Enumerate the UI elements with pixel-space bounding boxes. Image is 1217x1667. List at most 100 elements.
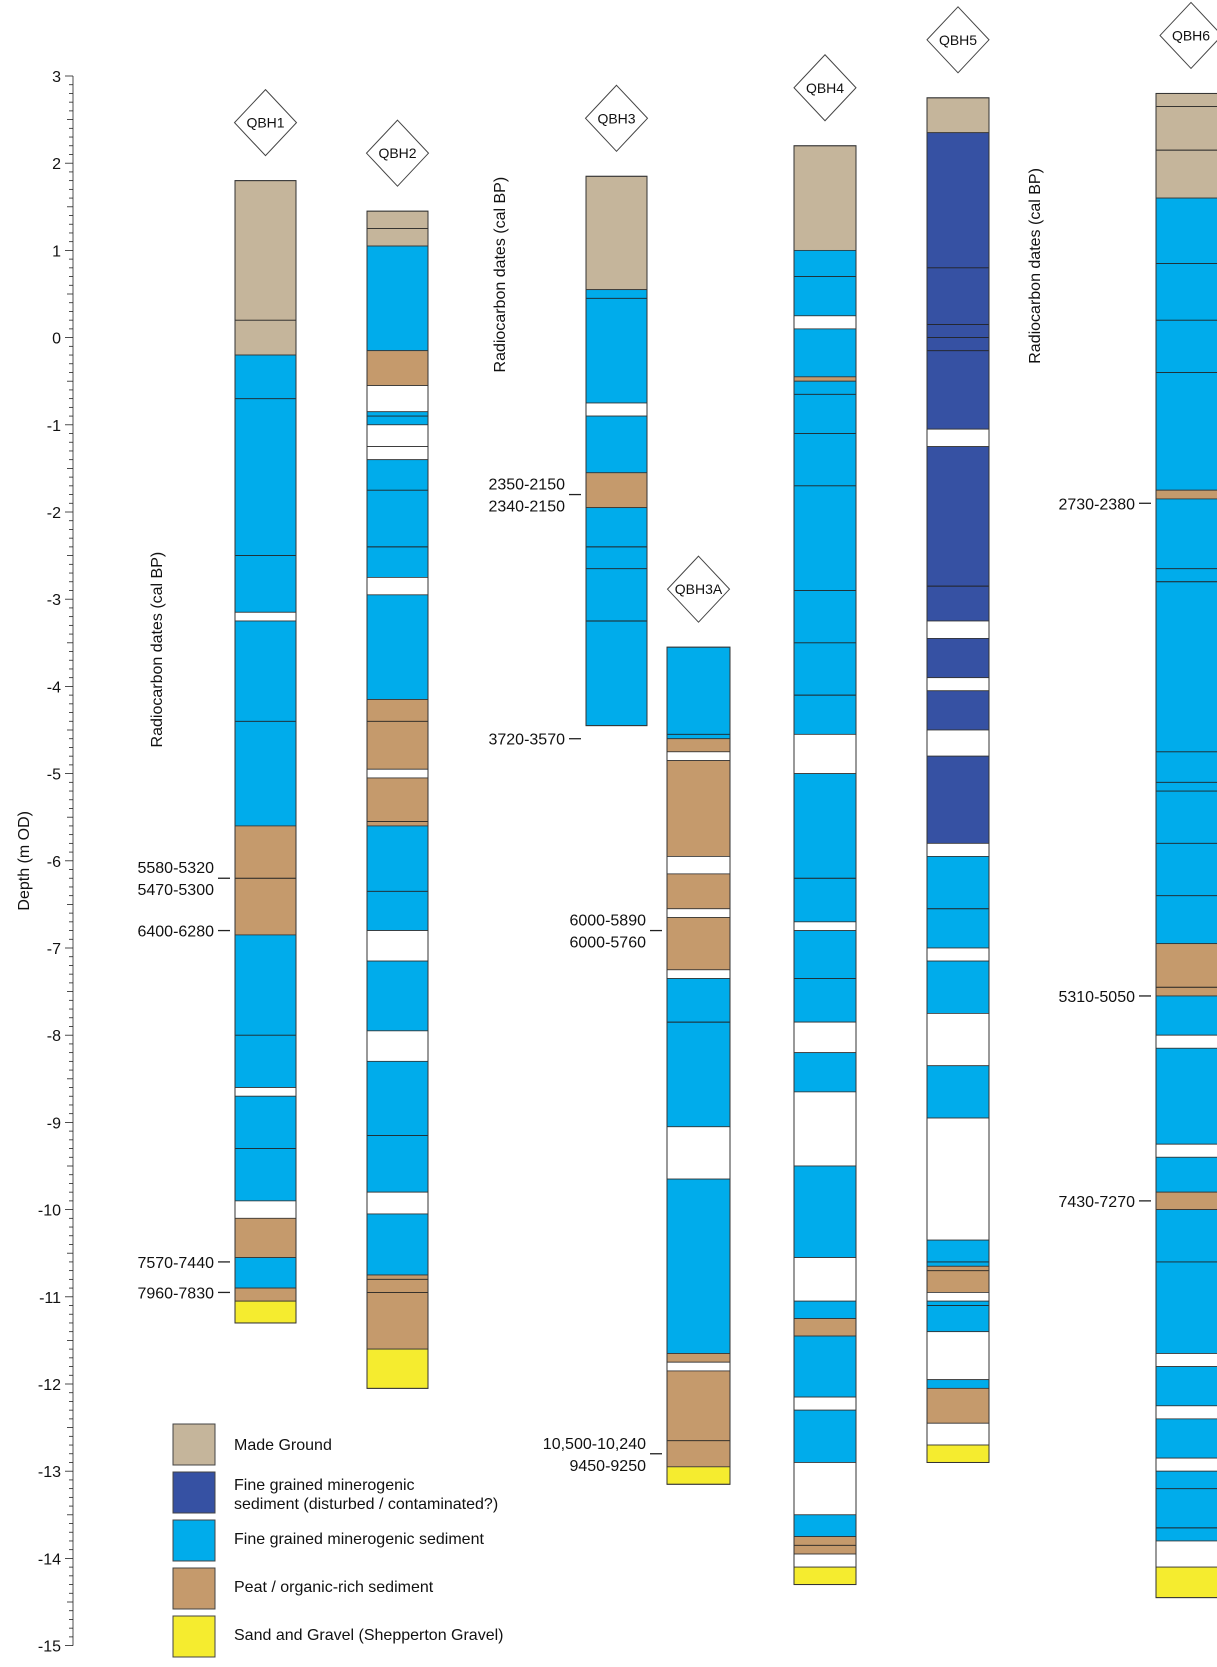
layer-peat [366,777,429,827]
layer-gap [366,1191,429,1215]
date-annotation: 5310-5050 [1058,989,1151,1006]
date-label: 7570-7440 [137,1255,214,1272]
layer-gap [1155,1143,1217,1158]
layer-fine [366,459,429,578]
layer-peat [1155,489,1217,500]
date-label: 5470-5300 [137,882,214,899]
tick-label: -4 [47,679,61,696]
layer-gap [926,729,990,757]
borehole-outline [926,97,990,1463]
date-label: 5580-5320 [137,860,214,877]
layer-sand_gravel [366,1348,429,1389]
layer-fine [366,411,429,426]
layer-fine [926,856,990,949]
radiocarbon-heading-2: Radiocarbon dates (cal BP) [492,177,509,373]
radiocarbon-dates: 5580-5320 5470-5300 6400-6280 7570-7440 7960… [137,168,1151,1475]
layer-gap [1155,1353,1217,1367]
layer-gap [926,947,990,962]
layer-fine [1155,197,1217,491]
layer-gap [666,908,731,918]
date-annotation: 7960-7830 [137,1285,230,1302]
layer-fine [366,245,429,352]
borehole-qbh1 [234,180,297,1324]
layer-gap [793,1257,857,1302]
borehole-qbh4 [793,145,857,1586]
layer-made_ground [926,97,990,134]
borehole-outline [585,175,648,727]
label-diamond [926,6,990,74]
layer-gap [793,733,857,774]
borehole-qbh3a [666,646,731,1485]
borehole-outline [234,180,297,1324]
layer-gap [234,1087,297,1097]
layer-fine [793,1409,857,1463]
layer-gap [793,315,857,330]
date-label: 2730-2380 [1058,496,1135,513]
layer-fine_disturbed [926,638,990,679]
tick-label: 1 [52,243,61,260]
layer-fine [1155,1047,1217,1145]
borehole-labels: QBH1 QBH2 QBH3 QBH3A QBH4 QBH5 QBH6 [233,1,1217,623]
layer-gap [793,1553,857,1568]
borehole-label-qbh2: QBH2 [365,119,430,187]
layer-fine [793,1052,857,1093]
radiocarbon-heading-3: Radiocarbon dates (cal BP) [1027,168,1044,364]
label-diamond [1159,1,1217,70]
tick-label: 2 [52,156,61,173]
tick-label: -5 [47,767,61,784]
layer-fine [1155,995,1217,1036]
legend-swatch [172,1471,216,1514]
date-label: 10,500-10,240 [543,1436,646,1453]
layer-peat [793,1318,857,1337]
layer-peat [666,738,731,753]
borehole-name: QBH5 [939,32,977,48]
layer-fine [1155,1418,1217,1459]
layer-gap [366,424,429,461]
layer-fine [793,249,857,317]
borehole-qbh3 [585,175,648,727]
label-diamond [584,84,649,153]
legend-item-made-ground: Made Ground [172,1423,332,1466]
layer-fine [666,646,731,740]
date-annotation: 3720-3570 [488,732,581,749]
legend-label: Sand and Gravel (Shepperton Gravel) [234,1627,503,1644]
layer-fine_disturbed [926,755,990,844]
borehole-qbh2 [366,210,429,1389]
layer-made_ground [1155,93,1217,199]
date-label: 5310-5050 [1058,989,1135,1006]
layer-fine [926,1065,990,1119]
layer-fine [366,594,429,700]
layer-fine [926,1379,990,1389]
layer-gap [366,768,429,779]
borehole-name: QBH1 [246,115,284,131]
legend-label: Peat / organic-rich sediment [234,1579,434,1596]
date-label: 2340-2150 [488,499,565,516]
legend-swatch [172,1615,216,1658]
layer-peat [666,1353,731,1363]
label-diamond [793,54,857,122]
tick-label: -11 [39,1290,61,1307]
label-diamond [666,555,731,623]
layer-gap [793,1021,857,1054]
layer-peat [666,873,731,910]
layer-gap [234,611,297,622]
date-annotation: 7570-7440 [137,1255,230,1272]
legend-item-peat: Peat / organic-rich sediment [172,1567,434,1610]
label-diamond [365,119,430,187]
legend-item-fine-disturbed: Fine grained minerogenic sediment (distur… [172,1471,498,1514]
date-label: 6000-5760 [569,935,646,952]
borehole-label-qbh3a: QBH3A [666,555,731,623]
layer-fine_disturbed [926,132,990,430]
layer-gap [666,751,731,761]
date-label: 7960-7830 [137,1285,214,1302]
tick-label: -3 [47,592,61,609]
layer-fine [366,1060,429,1193]
layer-peat [234,825,297,936]
layer-peat [793,376,857,382]
layer-fine_disturbed [926,446,990,622]
layer-made_ground [793,145,857,251]
date-annotation: 5580-5320 5470-5300 [137,860,230,899]
layer-sand_gravel [926,1444,990,1463]
layer-sand_gravel [666,1466,731,1485]
borehole-qbh6 [1155,92,1217,1599]
